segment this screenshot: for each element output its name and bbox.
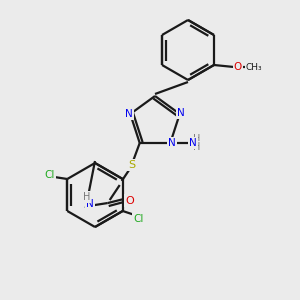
Text: N: N [168, 138, 176, 148]
Text: N: N [125, 109, 133, 119]
Text: H: H [193, 142, 200, 152]
Text: Cl: Cl [134, 214, 144, 224]
Text: N: N [86, 199, 94, 209]
Text: N: N [189, 138, 197, 148]
Text: O: O [234, 62, 242, 72]
Text: S: S [128, 160, 135, 170]
Text: H: H [193, 134, 200, 144]
Text: H: H [83, 192, 90, 202]
Text: CH₃: CH₃ [246, 62, 262, 71]
Text: O: O [125, 196, 134, 206]
Text: N: N [177, 108, 184, 118]
Text: Cl: Cl [44, 170, 55, 180]
